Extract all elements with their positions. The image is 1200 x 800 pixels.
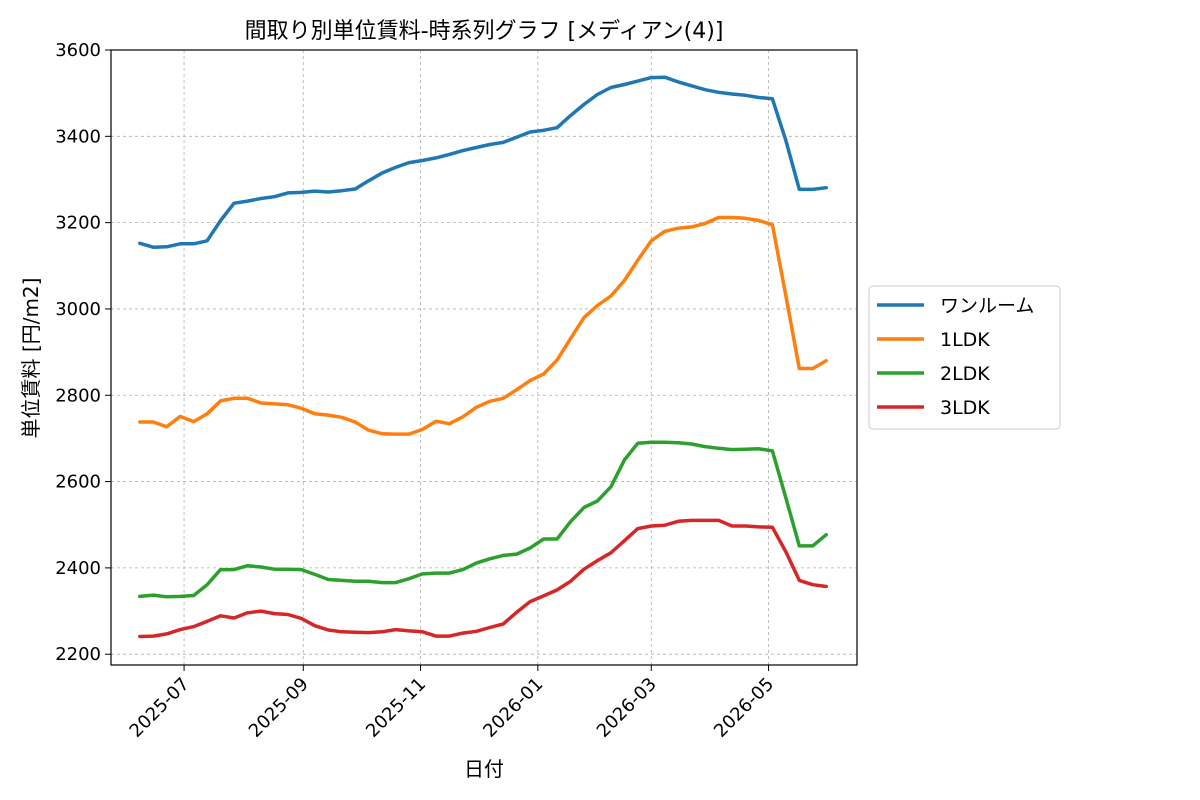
- series-lines: [138, 75, 828, 639]
- y-tick-label: 2800: [55, 385, 101, 406]
- series-line-2: [138, 440, 828, 599]
- x-axis-label: 日付: [464, 757, 504, 781]
- series-line-1: [138, 215, 828, 436]
- y-tick-label: 2400: [55, 558, 101, 579]
- legend-label: 3LDK: [940, 397, 990, 419]
- y-axis: 2200 2400 2600 2800 3000 3200 3400 3600: [55, 40, 111, 665]
- legend-box: [868, 285, 1061, 430]
- y-tick-label: 3400: [55, 126, 101, 147]
- y-axis-label: 単位賃料 [円/m2]: [19, 278, 43, 439]
- chart-title: 間取り別単位賃料-時系列グラフ [メディアン(4)]: [245, 19, 724, 44]
- y-tick-label: 2200: [55, 644, 101, 665]
- y-tick-label: 3200: [55, 213, 101, 234]
- y-tick-label: 3000: [55, 299, 101, 320]
- y-tick-label: 3600: [55, 40, 101, 61]
- y-tick-label: 2600: [55, 472, 101, 493]
- legend-label: ワンルーム: [940, 295, 1034, 317]
- legend: ワンルーム 1LDK 2LDK 3LDK: [868, 285, 1061, 430]
- series-line-3: [138, 518, 828, 639]
- series-line-0: [138, 75, 828, 249]
- legend-label: 1LDK: [940, 329, 990, 351]
- plot-frame: [110, 49, 858, 666]
- legend-label: 2LDK: [940, 363, 990, 385]
